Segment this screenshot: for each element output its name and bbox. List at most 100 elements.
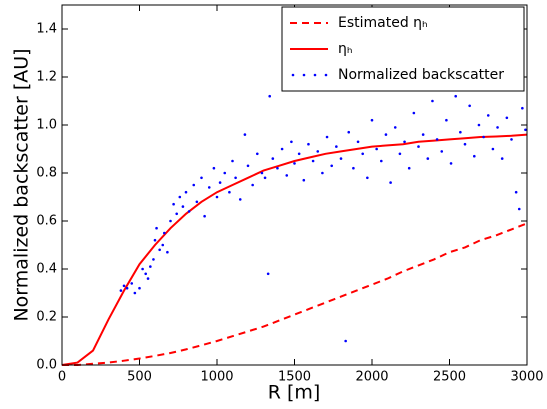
y-tick-label: 0.8 [36,166,57,181]
scatter-point [263,176,267,180]
y-axis-label: Normalized backscatter [AU] [11,48,33,321]
scatter-point [325,135,329,139]
scatter-point [311,159,315,163]
scatter-point [426,157,430,160]
scatter-point [445,118,448,122]
scatter-point [473,154,476,158]
y-tick-label: 1.0 [36,118,57,133]
x-tick-label: 500 [127,370,152,385]
scatter-point [212,166,216,170]
scatter-point [260,171,264,175]
scatter-point [243,133,247,136]
scatter-point [290,140,293,144]
scatter-point [122,284,126,288]
scatter-point [184,190,188,194]
scatter-point [302,178,306,182]
scatter-point [200,176,203,180]
scatter-point [375,147,378,151]
y-tick-label: 1.2 [36,70,57,85]
scatter-point [271,157,275,160]
scatter-point [370,118,374,122]
y-tick-label: 0.6 [36,214,57,229]
scatter-point [187,210,191,213]
scatter-point [431,99,434,103]
legend-label: Normalized backscatter [338,67,504,83]
scatter-point [356,140,360,144]
scatter-point [144,272,147,276]
scatter-point [380,159,383,163]
scatter-point [218,181,222,184]
y-tick-label: 1.4 [36,22,57,37]
scatter-point [421,133,425,136]
scatter-point [477,123,481,127]
scatter-point [517,207,521,211]
scatter-point [347,130,351,134]
scatter-point [440,150,444,153]
scatter-point [496,126,499,129]
scatter-point [155,226,158,230]
scatter-point [361,152,365,156]
scatter-point [521,106,524,110]
scatter-point [293,162,296,165]
scatter-point [398,152,402,156]
scatter-point [130,282,134,285]
x-axis-label: R [m] [268,382,321,404]
scatter-point [223,171,227,175]
x-tick-label: 0 [58,370,66,385]
x-tick-label: 1500 [278,370,311,385]
y-tick-label: 0.4 [36,262,57,277]
y-tick-label: 0.2 [36,310,57,325]
scatter-point [268,94,272,98]
scatter-point [163,231,166,235]
scatter-point [266,272,270,276]
scatter-point [505,116,509,120]
scatter-point [297,152,301,156]
scatter-point [285,174,289,177]
line [62,222,528,366]
scatter-point [482,135,485,139]
scatter-point [352,166,355,170]
scatter-point [500,157,504,160]
scatter-point [366,176,369,180]
scatter-point [339,157,343,160]
legend-marker [291,73,295,77]
scatter-point [238,198,242,201]
scatter-point [276,166,279,170]
scatter-point [125,286,129,290]
scatter-point [152,258,155,261]
scatter-point [435,138,439,141]
scatter-point [246,164,250,168]
scatter-point [468,104,471,108]
legend-label: Estimated ηₕ [338,15,428,31]
scatter-point [524,128,527,132]
scatter-point [172,202,175,206]
scatter-point [119,289,123,292]
line [61,133,528,366]
scatter-point [203,214,206,218]
scatter-point [316,150,320,153]
scatter-point [146,277,150,280]
scatter-point [133,291,137,295]
scatter-point [161,243,165,247]
scatter-point [389,181,392,184]
x-tick-label: 3000 [510,370,543,385]
scatter-point [335,145,338,148]
legend-marker [302,73,306,77]
scatter-point [175,212,178,216]
scatter-point [153,238,157,242]
scatter-point [393,126,397,129]
scatter-point [510,138,513,141]
x-tick-label: 2000 [355,370,388,385]
scatter-point [215,195,219,199]
legend-marker [324,73,328,77]
scatter-point [231,159,234,163]
scatter-point [344,339,347,343]
scatter-point [141,267,144,271]
scatter-point [178,195,182,199]
plot-frame [61,4,528,366]
scatter-point [234,176,237,180]
scatter-point [454,94,458,98]
scatter-point [255,152,259,156]
